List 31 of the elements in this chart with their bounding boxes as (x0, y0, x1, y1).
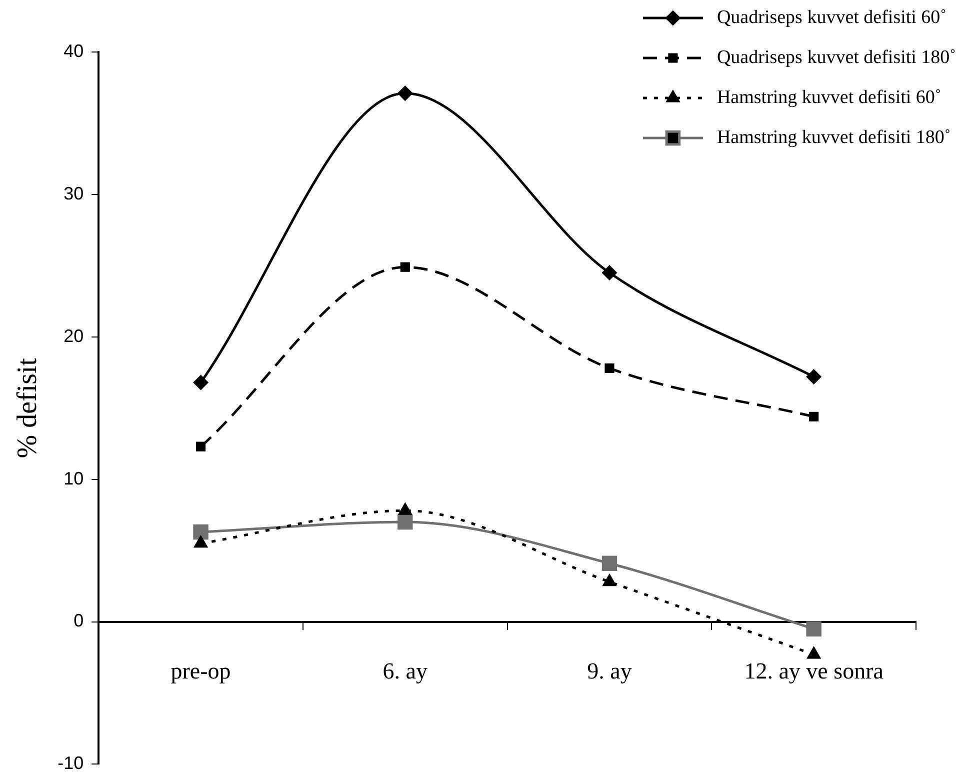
y-tick-label: 30 (64, 183, 84, 204)
point (196, 442, 206, 452)
point (806, 621, 822, 636)
x-tick-label: 9. ay (587, 658, 632, 684)
y-tick-label: 20 (64, 326, 84, 346)
point (194, 536, 208, 548)
legend-label: Hamstring kuvvet defisiti 180˚ (716, 126, 951, 148)
point (602, 266, 617, 280)
y-tick-label: 10 (64, 468, 84, 488)
point (400, 262, 410, 272)
legend-label: Hamstring kuvvet defisiti 60˚ (716, 86, 942, 108)
legend-label: Quadriseps kuvvet defisiti 180˚ (716, 46, 956, 68)
legend-label: Quadriseps kuvvet defisiti 60˚ (716, 6, 947, 28)
point (193, 524, 208, 540)
point (194, 375, 208, 390)
point (807, 647, 820, 659)
x-tick-label: 12. ay ve sonra (744, 658, 884, 684)
x-tick-label: 6. ay (382, 658, 428, 684)
y-tick-label: 0 (74, 610, 84, 631)
point (603, 574, 616, 586)
point (398, 514, 413, 530)
point (604, 363, 614, 374)
point (398, 503, 412, 515)
x-tick-label: pre-op (170, 658, 231, 684)
y-tick-label: -10 (58, 753, 84, 774)
point (806, 370, 822, 384)
point (602, 556, 618, 571)
point (809, 412, 819, 422)
point (398, 86, 412, 101)
y-axis-title: % defisit (12, 358, 44, 458)
y-tick-label: 40 (64, 40, 84, 61)
